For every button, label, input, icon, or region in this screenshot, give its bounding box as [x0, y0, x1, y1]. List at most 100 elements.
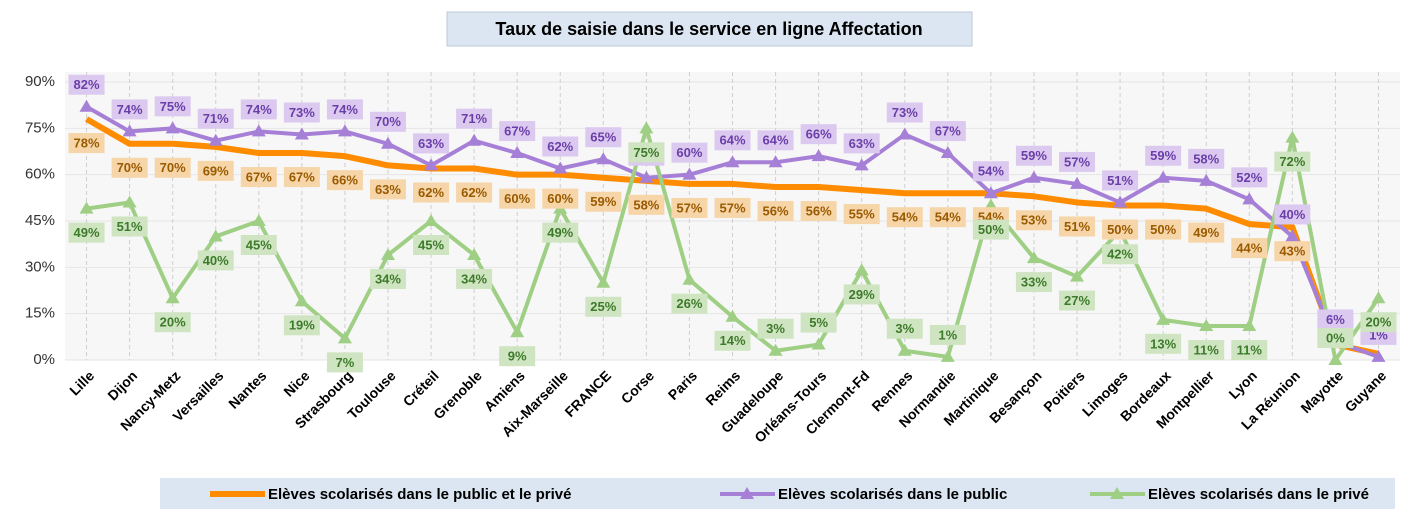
value-label-box: [197, 108, 234, 129]
value-label-box: [283, 315, 320, 336]
value-label: 62%: [547, 139, 573, 154]
value-label: 45%: [418, 237, 444, 252]
marker: [1113, 195, 1128, 208]
marker: [122, 124, 137, 137]
marker: [380, 136, 395, 149]
value-label: 44%: [1236, 241, 1262, 256]
value-label: 67%: [504, 123, 530, 138]
value-label-box: [111, 216, 148, 237]
value-label-box: [1317, 328, 1354, 348]
marker: [79, 201, 94, 214]
y-tick-label: 15%: [25, 305, 55, 322]
value-label: 63%: [849, 136, 875, 151]
value-label-box: [1274, 204, 1311, 225]
value-label: 40%: [1279, 207, 1305, 222]
x-tick-label: Créteil: [400, 367, 442, 409]
value-label: 73%: [289, 105, 315, 120]
value-label: 60%: [676, 145, 702, 160]
value-label: 66%: [806, 127, 832, 142]
value-label: 50%: [978, 222, 1004, 237]
legend-box: [160, 478, 1395, 509]
legend-marker: [740, 487, 754, 499]
value-label: 13%: [1150, 336, 1176, 351]
value-label-box: [1188, 222, 1225, 243]
marker: [294, 127, 309, 140]
value-label: 60%: [547, 191, 573, 206]
value-label: 3%: [895, 321, 914, 336]
value-label: 5%: [809, 315, 828, 330]
marker: [596, 275, 611, 288]
value-label-box: [111, 99, 148, 120]
marker: [467, 133, 482, 146]
value-label: 51%: [117, 219, 143, 234]
value-label-box: [369, 268, 406, 289]
value-label: 75%: [633, 145, 659, 160]
value-label-box: [1059, 216, 1096, 237]
value-label-box: [197, 250, 234, 271]
marker: [251, 124, 266, 137]
y-tick-label: 75%: [25, 119, 55, 136]
value-label-box: [154, 96, 191, 117]
value-label: 3%: [766, 321, 785, 336]
marker: [682, 272, 697, 285]
value-label: 67%: [289, 169, 315, 184]
value-label-box: [628, 142, 665, 163]
value-label: 20%: [1365, 315, 1391, 330]
value-label: 57%: [676, 200, 702, 215]
value-label-box: [413, 235, 450, 255]
value-label-box: [542, 222, 579, 243]
marker: [854, 158, 869, 171]
value-label-box: [585, 296, 622, 317]
value-label: 58%: [1193, 151, 1219, 166]
value-label: 34%: [461, 271, 487, 286]
value-label-box: [240, 235, 277, 255]
value-label: 71%: [203, 111, 229, 126]
marker: [768, 343, 783, 356]
value-label: 69%: [203, 163, 229, 178]
value-label-box: [1145, 145, 1182, 166]
value-label-box: [800, 201, 837, 222]
value-label-box: [1231, 238, 1268, 259]
value-label: 6%: [1326, 312, 1345, 327]
value-label: 64%: [719, 133, 745, 148]
value-label-box: [154, 157, 191, 178]
x-tick-label: Paris: [665, 367, 701, 403]
marker: [208, 229, 223, 242]
marker: [510, 146, 525, 159]
y-tick-label: 60%: [25, 166, 55, 183]
value-label: 11%: [1237, 342, 1263, 357]
marker: [725, 309, 740, 322]
value-label: 58%: [633, 197, 659, 212]
marker: [1156, 170, 1171, 183]
legend-label: Elèves scolarisés dans le public: [778, 486, 1007, 503]
marker: [1070, 176, 1085, 189]
value-label: 14%: [719, 333, 745, 348]
value-label: 9%: [508, 349, 527, 364]
value-label: 40%: [203, 253, 229, 268]
value-label: 49%: [1193, 225, 1219, 240]
value-label-box: [499, 188, 536, 209]
marker: [596, 152, 611, 165]
value-label: 11%: [1194, 342, 1220, 357]
value-label-box: [757, 201, 794, 222]
value-label: 82%: [74, 77, 100, 92]
value-label: 70%: [160, 160, 186, 175]
y-tick-label: 30%: [25, 258, 55, 275]
value-label-box: [671, 293, 708, 314]
value-label-box: [1102, 244, 1139, 265]
x-tick-label: Guyane: [1342, 367, 1390, 415]
value-label: 62%: [461, 185, 487, 200]
marker: [380, 247, 395, 260]
value-label-box: [585, 127, 622, 148]
value-label-box: [1102, 170, 1139, 191]
value-label: 29%: [849, 287, 875, 302]
value-label: 60%: [504, 191, 530, 206]
value-label-box: [413, 133, 450, 154]
value-label: 67%: [246, 169, 272, 184]
value-label-box: [1059, 290, 1096, 311]
value-label-box: [456, 108, 493, 129]
value-label: 34%: [375, 271, 401, 286]
value-label: 20%: [160, 315, 186, 330]
value-label: 33%: [1021, 275, 1047, 290]
chart-title: Taux de saisie dans le service en ligne …: [495, 19, 922, 39]
